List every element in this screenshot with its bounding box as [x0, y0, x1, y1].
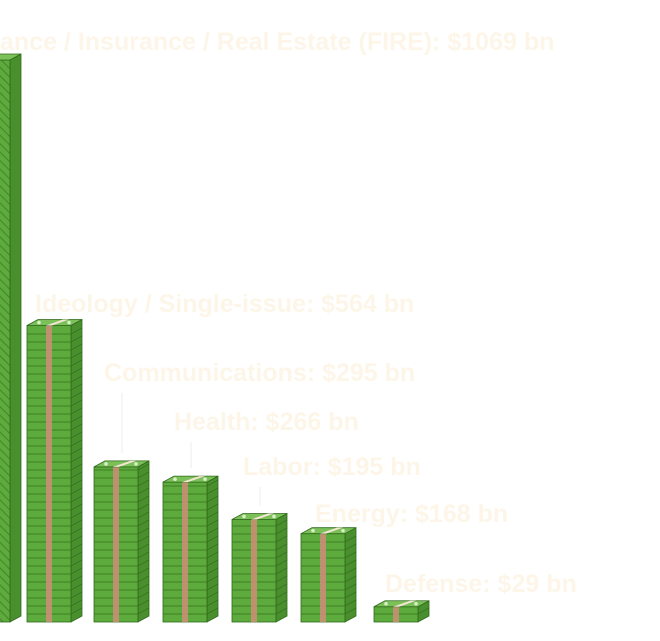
bar-health	[162, 442, 219, 623]
stack-front-finance-insurance-real-estate-fire	[0, 59, 11, 623]
stack-side-finance-insurance-real-estate-fire	[9, 53, 22, 623]
bar-defense	[373, 600, 430, 623]
stack-side-labor	[275, 512, 288, 623]
bar-energy	[300, 527, 357, 623]
data-label-defense: Defense: $29 bn	[385, 570, 577, 598]
stack-band-health	[182, 482, 188, 622]
bar-ideology-single-issue	[26, 318, 83, 623]
bar-finance-insurance-real-estate-fire	[0, 53, 22, 623]
stack-top-finance-insurance-real-estate-fire	[0, 53, 22, 61]
stack-side-energy	[344, 527, 357, 623]
data-label-energy: Energy: $168 bn	[315, 500, 508, 528]
bar-labor	[231, 487, 288, 623]
stack-band-ideology-single-issue	[46, 325, 52, 622]
data-label-health: Health: $266 bn	[174, 408, 359, 436]
data-label-communications: Communications: $295 bn	[104, 359, 415, 387]
data-label-labor: Labor: $195 bn	[243, 453, 421, 481]
stack-band-energy	[320, 533, 326, 622]
stack-band-communications	[113, 466, 119, 622]
bar-communications	[93, 393, 150, 623]
data-label-ideology-single-issue: Ideology / Single-issue: $564 bn	[35, 290, 414, 318]
data-label-finance-insurance-real-estate-fire: ance / Insurance / Real Estate (FIRE): $…	[0, 28, 554, 56]
stack-band-defense	[393, 606, 399, 622]
stack-band-labor	[251, 519, 257, 622]
